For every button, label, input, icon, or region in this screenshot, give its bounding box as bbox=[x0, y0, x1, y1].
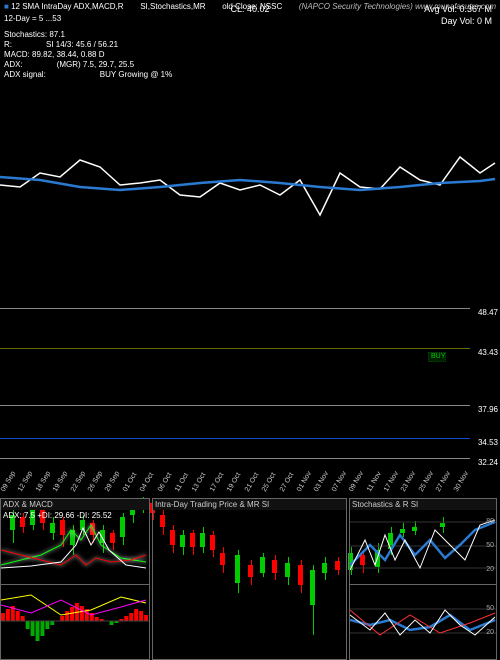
info-block: Stochastics: 87.1 R:SI 14/3: 45.6 / 56.2… bbox=[4, 30, 172, 80]
top-line-chart bbox=[0, 95, 500, 285]
adx-macd-panel: ADX & MACD ADX: 7.5 +DI: 29.66 -DI: 25.5… bbox=[0, 498, 150, 660]
stoch-upper-sub: 80 50 20 bbox=[350, 510, 496, 585]
y-axis-label: 34.53 bbox=[478, 438, 498, 447]
x-axis-date: 11 Oct bbox=[174, 472, 190, 493]
close-price: CL: 40.02 bbox=[230, 4, 269, 14]
indicator-panels: ADX & MACD ADX: 7.5 +DI: 29.66 -DI: 25.5… bbox=[0, 498, 500, 660]
info-adx: ADX:(MGR) 7.5, 29.7, 25.5 bbox=[4, 60, 172, 70]
y-axis-label: 48.47 bbox=[478, 308, 498, 317]
adx-panel-title: ADX & MACD bbox=[1, 499, 149, 510]
candlestick-chart: BUY 48.4743.4337.9634.5332.24 09 Sep12 S… bbox=[0, 300, 500, 495]
info-macd: MACD: 89.82, 38.44, 0.88 D bbox=[4, 50, 172, 60]
stoch-title: Stochastics & R SI bbox=[350, 499, 496, 510]
tick-label: 80 bbox=[486, 518, 494, 525]
header-mid: SI,Stochastics,MR bbox=[140, 2, 205, 16]
y-axis-label: 37.96 bbox=[478, 405, 498, 414]
tick-label: 50 bbox=[486, 605, 494, 612]
intraday-panel: Intra-Day Trading Price & MR SI bbox=[152, 498, 347, 660]
info-stochastics: Stochastics: 87.1 bbox=[4, 30, 172, 40]
intraday-title: Intra-Day Trading Price & MR SI bbox=[153, 499, 346, 510]
tick-label: 20 bbox=[486, 566, 494, 573]
adx-sub: ADX: 7.5 +DI: 29.66 -DI: 25.52 bbox=[1, 510, 149, 585]
tick-label: 50 bbox=[486, 542, 494, 549]
buy-signal: BUY bbox=[428, 352, 446, 362]
avg-vol: Avg Vol: 0.367 M bbox=[424, 4, 492, 14]
y-axis-label: 43.43 bbox=[478, 348, 498, 357]
stochastics-panel: Stochastics & R SI 80 50 20 50 20 bbox=[349, 498, 497, 660]
info-adx-signal: ADX signal:BUY Growing @ 1% bbox=[4, 70, 172, 80]
macd-sub bbox=[1, 585, 149, 659]
stoch-lower-sub: 50 20 bbox=[350, 585, 496, 659]
day-vol: Day Vol: 0 M bbox=[441, 16, 492, 26]
tick-label: 20 bbox=[486, 629, 494, 636]
y-axis-label: 32.24 bbox=[478, 458, 498, 467]
info-r-si: R:SI 14/3: 45.6 / 56.21 bbox=[4, 40, 172, 50]
header-left-sub: 12-Day = 5 ...53 bbox=[4, 14, 61, 23]
